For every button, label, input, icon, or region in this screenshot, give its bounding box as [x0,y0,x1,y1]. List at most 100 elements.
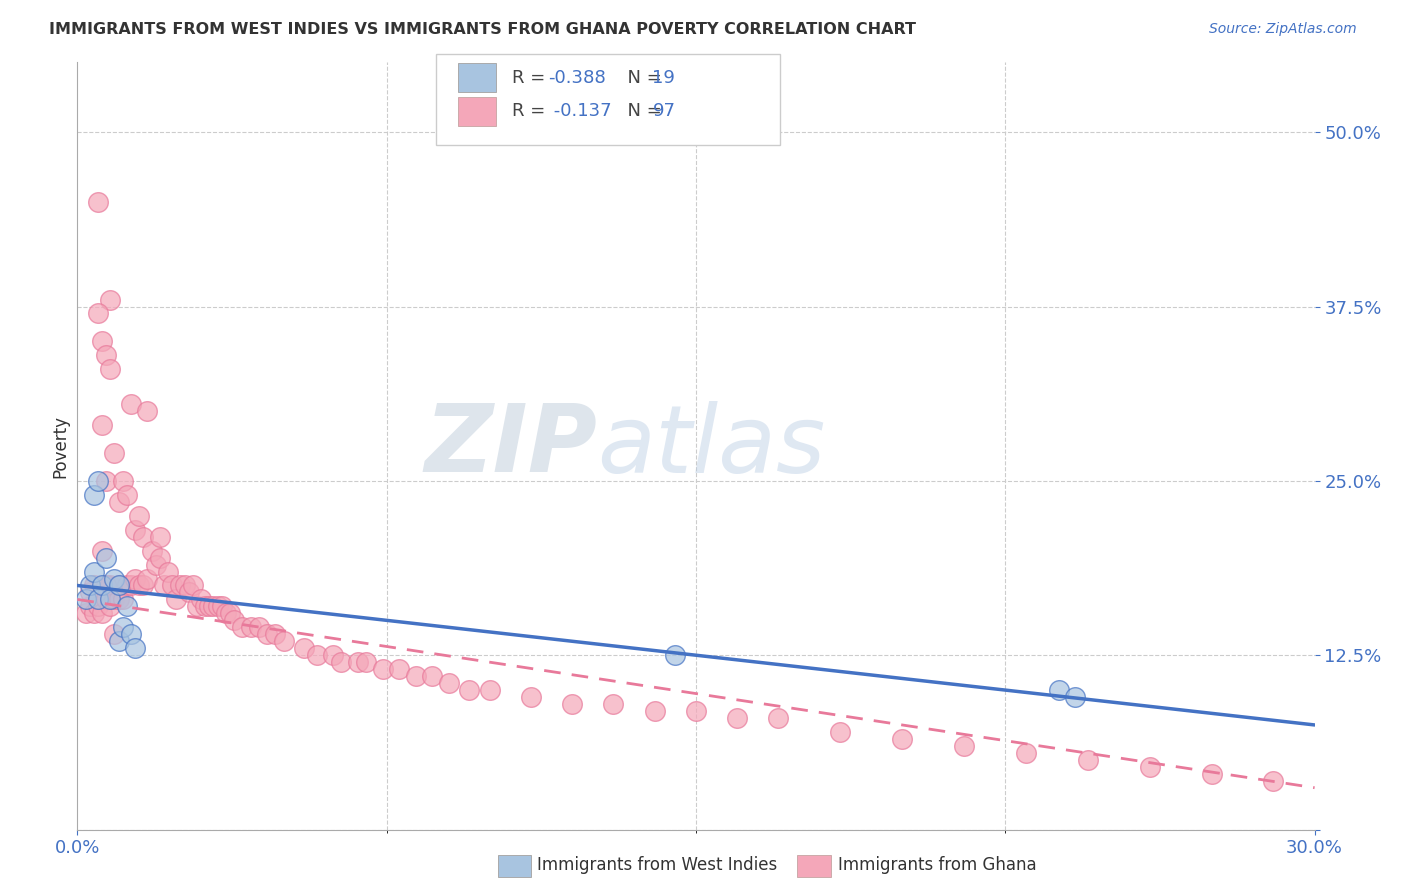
Point [75,607,97,621]
Point [107,578,129,592]
Point [264,627,287,641]
Y-axis label: Poverty: Poverty [51,415,69,477]
Point [120,627,142,641]
Text: R =: R = [512,69,551,87]
Point [91,334,114,349]
Point [87,599,110,614]
Point [103,627,125,641]
Point [141,543,163,558]
Point [107,495,129,509]
Point [128,578,150,592]
Point [124,523,146,537]
Point [87,194,110,209]
Text: atlas: atlas [598,401,825,491]
Point [256,627,278,641]
Point [231,620,253,634]
Point [132,578,155,592]
Point [165,592,187,607]
Point [330,655,353,669]
Point [111,620,134,634]
Point [1047,683,1070,698]
Point [83,488,105,502]
Point [305,648,328,663]
Point [83,578,105,592]
Point [136,572,159,586]
Point [520,690,543,704]
Point [87,306,110,320]
Point [211,599,233,614]
Point [96,592,118,607]
Point [292,641,315,656]
Point [1139,760,1161,774]
Point [190,592,212,607]
Point [107,592,129,607]
Point [685,704,707,718]
Point [1064,690,1087,704]
Point [132,530,155,544]
Point [103,572,125,586]
Point [120,578,142,592]
Point [247,620,270,634]
Point [107,634,129,648]
Point [160,578,183,592]
Point [120,397,142,411]
Text: Source: ZipAtlas.com: Source: ZipAtlas.com [1209,22,1357,37]
Text: ZIP: ZIP [425,400,598,492]
Point [725,711,748,725]
Point [103,446,125,460]
Point [87,592,110,607]
Point [561,697,583,711]
Point [405,669,427,683]
Point [458,683,481,698]
Point [420,669,443,683]
Point [87,592,110,607]
Point [207,599,229,614]
Point [111,474,134,488]
Text: IMMIGRANTS FROM WEST INDIES VS IMMIGRANTS FROM GHANA POVERTY CORRELATION CHART: IMMIGRANTS FROM WEST INDIES VS IMMIGRANT… [49,22,917,37]
Point [128,508,150,523]
Text: -0.388: -0.388 [548,69,606,87]
Point [177,585,200,599]
Point [91,578,114,592]
Text: 97: 97 [652,103,675,120]
Point [75,592,97,607]
Point [91,543,114,558]
Point [98,362,121,376]
Point [153,578,176,592]
Text: N =: N = [616,103,668,120]
Point [115,578,138,592]
Point [186,599,208,614]
Point [124,641,146,656]
Text: -0.137: -0.137 [548,103,612,120]
Point [768,711,790,725]
Point [83,607,105,621]
Point [136,404,159,418]
Point [98,293,121,307]
Point [87,474,110,488]
Point [96,578,118,592]
Point [96,550,118,565]
Point [602,697,624,711]
Point [169,578,191,592]
Point [239,620,262,634]
Point [145,558,167,572]
Point [181,578,204,592]
Point [1263,773,1285,788]
Point [111,592,134,607]
Point [273,634,295,648]
Point [91,607,114,621]
Point [91,418,114,433]
Point [354,655,377,669]
Point [98,578,121,592]
Point [1077,753,1099,767]
Point [322,648,344,663]
Point [157,565,180,579]
Point [219,607,242,621]
Point [79,585,101,599]
Point [115,599,138,614]
Text: R =: R = [512,103,551,120]
Point [478,683,501,698]
Point [149,550,172,565]
Point [346,655,368,669]
Text: Immigrants from West Indies: Immigrants from West Indies [537,856,778,874]
